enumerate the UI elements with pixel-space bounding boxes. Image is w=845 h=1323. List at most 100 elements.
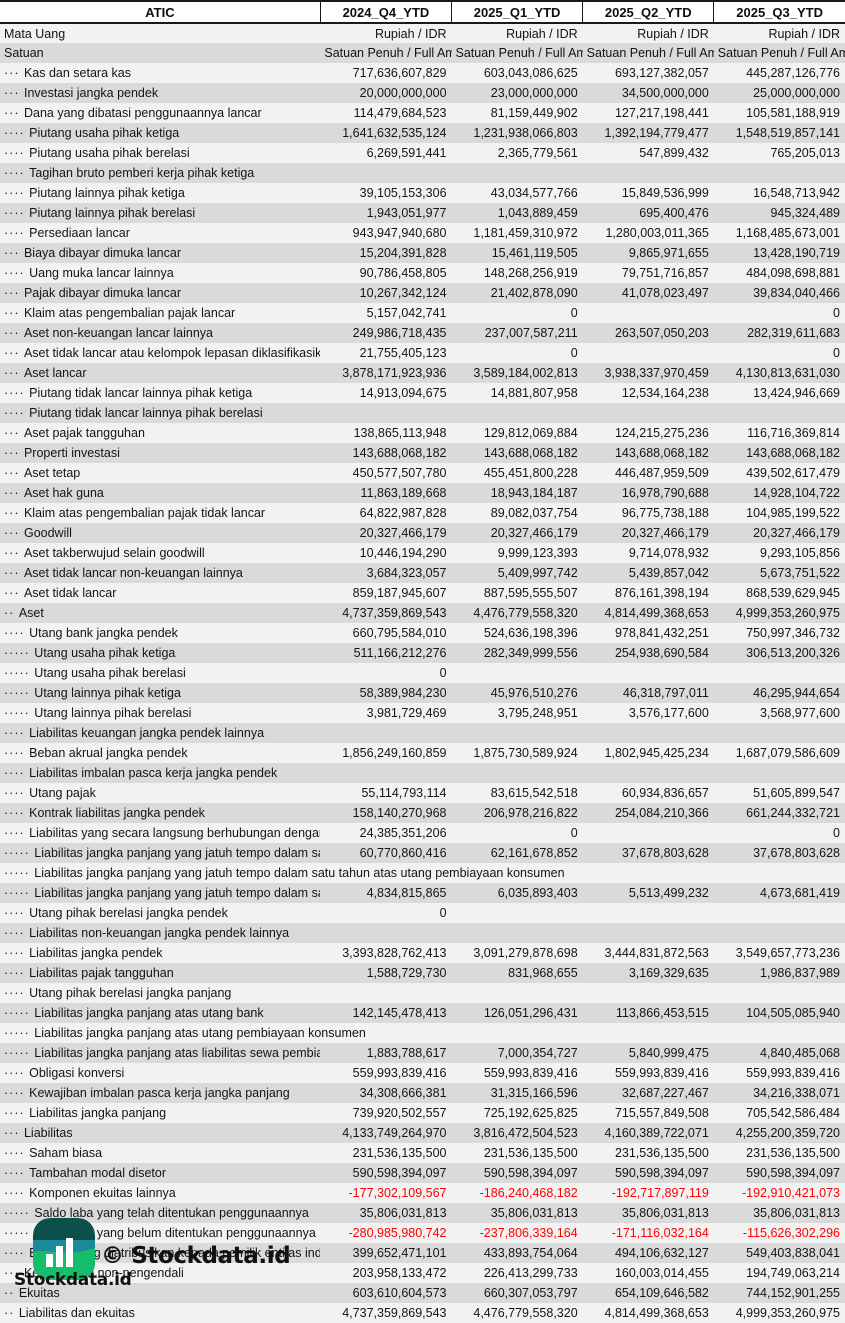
row-value: 16,548,713,942 bbox=[713, 183, 845, 203]
row-value: 15,461,119,505 bbox=[451, 243, 583, 263]
indent-dots: ···· bbox=[4, 966, 30, 980]
row-value bbox=[320, 723, 452, 743]
row-value bbox=[320, 763, 452, 783]
row-value: 231,536,135,500 bbox=[713, 1143, 845, 1163]
row-value bbox=[713, 983, 845, 1003]
table-row: ···· Beban akrual jangka pendek 1,856,249… bbox=[0, 743, 845, 763]
row-label-text: Tambahan modal disetor bbox=[29, 1166, 167, 1180]
row-value: 41,078,023,497 bbox=[582, 283, 714, 303]
indent-dots: ···· bbox=[4, 386, 30, 400]
row-label: ····· Liabilitas jangka panjang atas uta… bbox=[0, 1003, 321, 1023]
row-label-text: Ekuitas yang diatribusikan kepada pemili… bbox=[29, 1246, 321, 1260]
row-value: 206,978,216,822 bbox=[451, 803, 583, 823]
row-value: 559,993,839,416 bbox=[582, 1063, 714, 1083]
row-value: 559,993,839,416 bbox=[713, 1063, 845, 1083]
row-label-text: Liabilitas jangka panjang atas liabilita… bbox=[34, 1046, 321, 1060]
currency-value-2: Rupiah / IDR bbox=[582, 23, 714, 43]
table-row: ···· Liabilitas jangka panjang 739,920,50… bbox=[0, 1103, 845, 1123]
row-value: 0 bbox=[713, 343, 845, 363]
row-value: 249,986,718,435 bbox=[320, 323, 452, 343]
row-value: 60,770,860,416 bbox=[320, 843, 452, 863]
row-value: 35,806,031,813 bbox=[713, 1203, 845, 1223]
row-value: 603,043,086,625 bbox=[451, 63, 583, 83]
row-value: 3,816,472,504,523 bbox=[451, 1123, 583, 1143]
period-header-3[interactable]: 2025_Q3_YTD bbox=[713, 0, 845, 24]
row-label: ···· Kontrak liabilitas jangka pendek bbox=[0, 803, 321, 823]
row-value: 5,840,999,475 bbox=[582, 1043, 714, 1063]
table-row: ··· Pajak dibayar dimuka lancar 10,267,34… bbox=[0, 283, 845, 303]
row-value bbox=[582, 863, 714, 883]
row-value bbox=[713, 923, 845, 943]
row-value: 1,883,788,617 bbox=[320, 1043, 452, 1063]
row-value: 231,536,135,500 bbox=[451, 1143, 583, 1163]
table-row: ··· Aset tidak lancar atau kelompok lepa… bbox=[0, 343, 845, 363]
row-label-text: Saham biasa bbox=[29, 1146, 103, 1160]
row-value: 3,091,279,878,698 bbox=[451, 943, 583, 963]
row-value: 39,834,040,466 bbox=[713, 283, 845, 303]
row-value: 83,615,542,518 bbox=[451, 783, 583, 803]
indent-dots: ··· bbox=[4, 486, 24, 500]
row-label: ··· Properti investasi bbox=[0, 443, 321, 463]
row-value: 14,913,094,675 bbox=[320, 383, 452, 403]
table-row: ····· Liabilitas jangka panjang atas uta… bbox=[0, 1003, 845, 1023]
indent-dots: ····· bbox=[4, 846, 35, 860]
row-value: 16,978,790,688 bbox=[582, 483, 714, 503]
table-row: ···· Kewajiban imbalan pasca kerja jangk… bbox=[0, 1083, 845, 1103]
row-value: 661,244,332,721 bbox=[713, 803, 845, 823]
row-value: 559,993,839,416 bbox=[320, 1063, 452, 1083]
table-row: ···· Obligasi konversi 559,993,839,416 559… bbox=[0, 1063, 845, 1083]
row-label: ···· Piutang tidak lancar lainnya pihak … bbox=[0, 383, 321, 403]
row-value: 399,652,471,101 bbox=[320, 1243, 452, 1263]
row-value bbox=[451, 983, 583, 1003]
table-row: ···· Utang bank jangka pendek 660,795,584… bbox=[0, 623, 845, 643]
row-label: ···· Ekuitas yang diatribusikan kepada p… bbox=[0, 1243, 321, 1263]
table-row: ···· Piutang lainnya pihak ketiga 39,105,… bbox=[0, 183, 845, 203]
row-value: 3,169,329,635 bbox=[582, 963, 714, 983]
row-label: ··· Kepentingan non-pengendali bbox=[0, 1263, 321, 1283]
indent-dots: ···· bbox=[4, 186, 30, 200]
row-value: 4,476,779,558,320 bbox=[451, 1303, 583, 1323]
row-label: ··· Pajak dibayar dimuka lancar bbox=[0, 283, 321, 303]
row-value: 96,775,738,188 bbox=[582, 503, 714, 523]
row-value: 4,255,200,359,720 bbox=[713, 1123, 845, 1143]
indent-dots: ···· bbox=[4, 806, 30, 820]
row-value bbox=[713, 663, 845, 683]
row-label: ····· Utang usaha pihak berelasi bbox=[0, 663, 321, 683]
indent-dots: ···· bbox=[4, 1246, 30, 1260]
row-value: 9,714,078,932 bbox=[582, 543, 714, 563]
row-label-text: Properti investasi bbox=[23, 446, 120, 460]
row-label-text: Utang lainnya pihak berelasi bbox=[34, 706, 192, 720]
row-value: 254,938,690,584 bbox=[582, 643, 714, 663]
table-row: ···· Tagihan bruto pemberi kerja pihak k… bbox=[0, 163, 845, 183]
row-label: ···· Saham biasa bbox=[0, 1143, 321, 1163]
indent-dots: ····· bbox=[4, 646, 35, 660]
indent-dots: ···· bbox=[4, 786, 30, 800]
period-header-2[interactable]: 2025_Q2_YTD bbox=[582, 0, 714, 24]
row-value: 744,152,901,255 bbox=[713, 1283, 845, 1303]
row-value bbox=[713, 763, 845, 783]
indent-dots: ····· bbox=[4, 1206, 35, 1220]
row-value: 5,673,751,522 bbox=[713, 563, 845, 583]
row-value: 3,878,171,923,936 bbox=[320, 363, 452, 383]
row-value bbox=[582, 1023, 714, 1043]
row-value: 446,487,959,509 bbox=[582, 463, 714, 483]
row-label-text: Aset bbox=[18, 606, 44, 620]
table-row: ···· Liabilitas pajak tangguhan 1,588,729… bbox=[0, 963, 845, 983]
row-value: 549,403,838,041 bbox=[713, 1243, 845, 1263]
row-value: 3,549,657,773,236 bbox=[713, 943, 845, 963]
row-label-text: Ekuitas bbox=[18, 1286, 60, 1300]
row-value: 37,678,803,628 bbox=[582, 843, 714, 863]
row-value bbox=[713, 163, 845, 183]
row-label: ··· Aset lancar bbox=[0, 363, 321, 383]
indent-dots: ···· bbox=[4, 266, 30, 280]
row-value bbox=[582, 903, 714, 923]
row-value bbox=[320, 1023, 452, 1043]
indent-dots: ··· bbox=[4, 106, 24, 120]
row-value: 4,476,779,558,320 bbox=[451, 603, 583, 623]
period-header-0[interactable]: 2024_Q4_YTD bbox=[319, 0, 452, 24]
row-value: 143,688,068,182 bbox=[451, 443, 583, 463]
row-value: 4,130,813,631,030 bbox=[713, 363, 845, 383]
period-header-1[interactable]: 2025_Q1_YTD bbox=[451, 0, 583, 24]
table-row: ··· Kas dan setara kas 717,636,607,829 603… bbox=[0, 63, 845, 83]
